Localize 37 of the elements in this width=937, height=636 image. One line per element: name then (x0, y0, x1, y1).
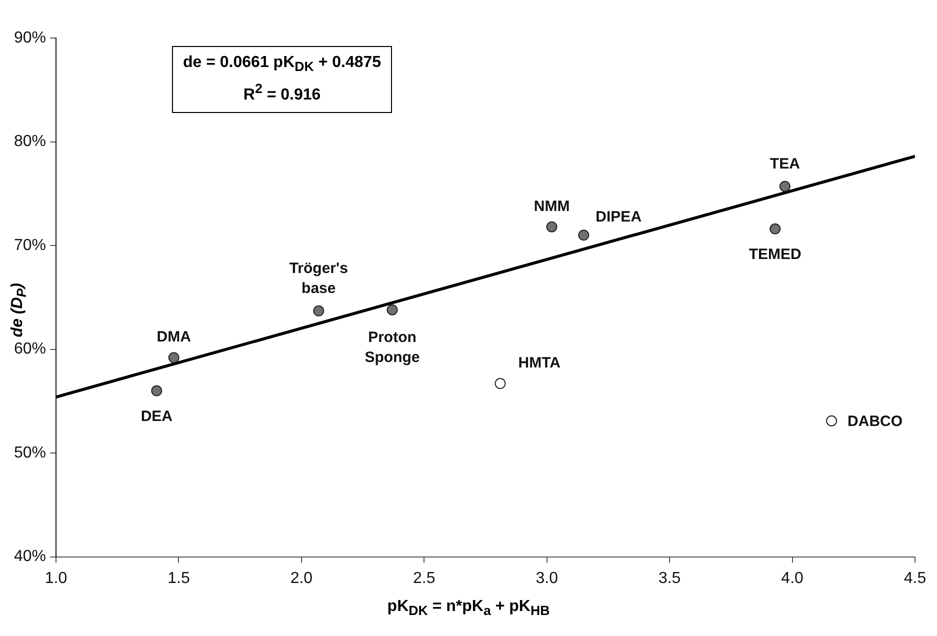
annotation: HMTA (518, 354, 561, 372)
annotation: Tröger's base (289, 260, 348, 298)
point (494, 378, 506, 390)
annotation: DABCO (848, 413, 903, 430)
point (386, 304, 398, 316)
annotation: TEMED (748, 246, 802, 264)
point (779, 180, 790, 192)
annotation: DEA (140, 408, 173, 425)
annotation: NMM (534, 198, 570, 215)
y-tick-label: 90% (14, 29, 46, 46)
x-tick-label: 2.0 (290, 570, 313, 587)
x-axis-title: pK$_{DK}$ = n*pK$_{a}$ + pK$_{HB}$ (386, 598, 551, 618)
point (826, 415, 838, 426)
x-tick-label: 3.0 (536, 570, 558, 587)
y-tick-label: 50% (14, 444, 46, 462)
annotation: TEA (770, 156, 800, 173)
annotation: de = 0.0661 pK$_{DK}$ + 0.4875 (183, 54, 382, 74)
x-tick-label: 3.5 (658, 570, 681, 587)
annotation: R$^{2}$ = 0.916 (243, 81, 321, 104)
annotation: DMA (156, 328, 192, 346)
x-tick-label: 2.5 (413, 570, 436, 587)
annotation: DIPEA (596, 208, 642, 226)
x-tick-label: 4.5 (904, 570, 926, 587)
y-tick-label: 40% (14, 548, 46, 566)
point (546, 221, 558, 232)
x-tick-label: 1.5 (168, 570, 190, 587)
point (770, 223, 781, 234)
point (151, 385, 162, 396)
annotation: Proton Sponge (364, 328, 420, 366)
y-tick-label: 60% (14, 340, 46, 358)
x-tick-label: 4.0 (781, 570, 804, 587)
point (168, 352, 180, 364)
y-tick-label: 80% (14, 133, 46, 150)
y-tick-label: 70% (14, 236, 46, 254)
point (578, 230, 590, 241)
point (313, 305, 324, 316)
x-tick-label: 1.0 (44, 570, 68, 587)
